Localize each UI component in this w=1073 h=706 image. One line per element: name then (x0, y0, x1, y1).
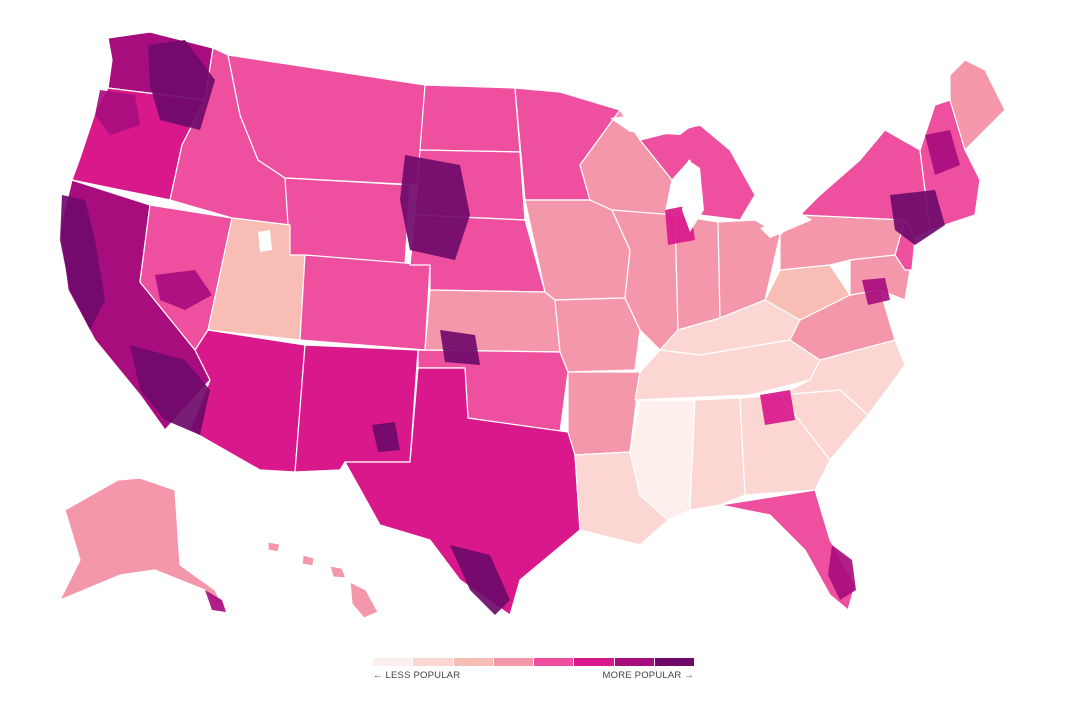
hotspot-south-texas (450, 545, 510, 615)
region-hawaii-maui (329, 565, 347, 579)
region-wyoming (284, 177, 411, 266)
hotspot-washington-dc-area (862, 278, 890, 305)
region-missouri (554, 297, 641, 373)
hotspot-alaska-southeast (205, 590, 226, 612)
great-salt-lake (258, 230, 272, 252)
hotspot-portland-area (95, 90, 140, 135)
legend-swatch-2 (413, 658, 453, 666)
region-arkansas (567, 371, 641, 456)
legend-swatch-6 (574, 658, 614, 666)
region-alaska (59, 477, 226, 611)
lake-michigan (682, 160, 704, 232)
region-maine (949, 59, 1006, 151)
hotspot-south-florida (828, 545, 856, 600)
hotspot-seattle-area (148, 40, 215, 130)
legend-swatch-3 (453, 658, 493, 666)
region-hawaii-kauai (267, 541, 281, 553)
hotspot-boston-area (925, 130, 960, 175)
hotspot-denver-area (400, 155, 470, 260)
region-alabama (689, 397, 746, 511)
legend-swatch-8 (654, 658, 694, 666)
legend-swatch-5 (534, 658, 574, 666)
metro-hotspots (60, 40, 960, 615)
region-texas (344, 367, 581, 616)
region-colorado (299, 254, 431, 351)
legend-labels: ← LESS POPULAR MORE POPULAR → (373, 670, 694, 681)
region-north-dakota (419, 84, 521, 153)
legend-color-scale (373, 658, 694, 666)
hotspot-santa-fe-north (440, 330, 480, 365)
lake-superior (610, 112, 700, 135)
region-hawaii (349, 581, 379, 619)
legend-swatch-1 (373, 658, 413, 666)
legend-swatch-7 (614, 658, 654, 666)
legend: ← LESS POPULAR MORE POPULAR → (373, 658, 694, 688)
state-regions (59, 31, 1006, 619)
lake-erie (760, 212, 812, 238)
hotspot-atlanta-area (760, 390, 795, 425)
region-florida (719, 489, 856, 611)
hotspot-los-angeles-area (130, 345, 210, 435)
region-ohio (717, 219, 781, 319)
legend-swatch-4 (493, 658, 533, 666)
region-new-mexico (294, 344, 419, 473)
hotspot-santa-fe-area (372, 422, 400, 452)
region-wisconsin (579, 109, 673, 216)
region-west-virginia (764, 264, 851, 321)
legend-more-label: MORE POPULAR → (602, 670, 694, 681)
great-lakes (258, 112, 812, 252)
hotspot-san-francisco-area (60, 195, 105, 330)
hotspot-las-vegas-area (155, 270, 212, 310)
legend-less-label: ← LESS POPULAR (373, 670, 461, 681)
hotspot-new-york-area (890, 190, 945, 245)
region-hawaii-oahu (301, 554, 315, 567)
